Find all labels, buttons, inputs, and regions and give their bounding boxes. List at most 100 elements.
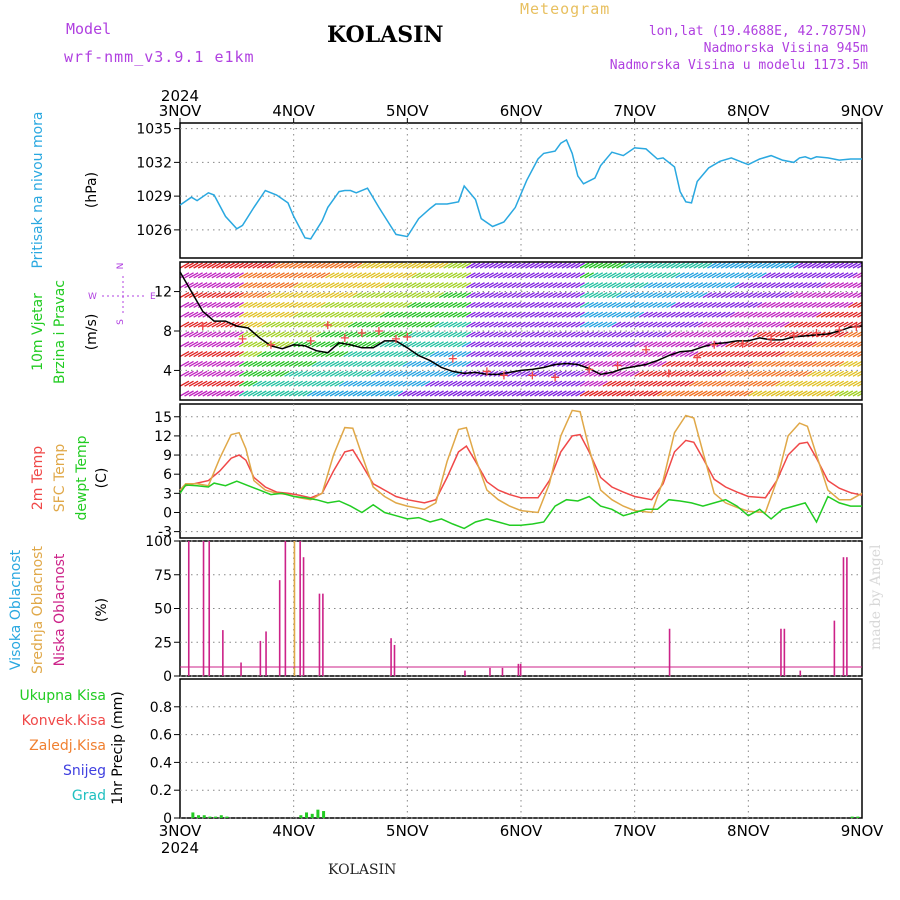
wind-barb [434,272,444,279]
wind-barb [357,282,367,289]
wind-barb [457,311,467,318]
wind-barb [370,390,381,397]
wind-barb [470,321,481,328]
wind-barb [679,262,690,269]
wind-barb [306,341,317,348]
wind-barb [407,360,417,368]
wind-barb [757,341,767,348]
wind-barb [729,282,740,289]
wind-barb [516,272,526,279]
wind-barb [443,272,454,279]
wind-barb [820,370,831,377]
wind-barb [738,291,749,299]
wind-barb [488,321,499,328]
wind-barb [247,272,258,279]
wind-barb [720,301,731,308]
wind-barb [425,272,435,279]
wind-barb [329,311,340,318]
wind-barb [588,360,599,368]
wind-barb [829,272,840,279]
wind-barb [793,321,804,328]
wind-barb [547,282,558,289]
wind-barb [784,360,795,368]
wind-barb [311,331,322,338]
wind-barb [352,311,363,318]
wind-barb [366,331,376,338]
wind-barb [425,282,435,289]
wind-barb [584,291,594,299]
wind-barb [825,291,835,299]
wind-barb [457,301,467,308]
wind-barb [297,370,308,377]
wind-barb [775,321,785,328]
wind-barb [279,331,290,338]
wind-barb [229,380,240,387]
wind-barb [793,380,804,387]
wind-barb [243,360,253,368]
wind-barb [734,301,745,308]
wind-barb [834,321,845,328]
wind-barb [734,272,745,279]
wind-barb [757,370,767,377]
wind-barb [538,360,549,368]
wind-barb [206,370,217,377]
wind-barb [584,380,594,387]
wind-barb [334,262,344,269]
wind-barb [407,370,417,377]
wind-barb [620,360,631,368]
wind-barb [329,380,340,387]
wind-barb [670,390,681,397]
wind-barb [352,360,363,368]
wind-barb [461,360,472,368]
wind-barb [688,301,699,308]
wind-barb [525,390,535,397]
wind-barb [457,390,467,397]
wind-barb [679,282,690,289]
wind-barb [306,321,317,328]
wind-barb [643,272,654,279]
wind-barb [593,380,604,387]
wind-barb [484,341,494,348]
wind-barb [634,301,644,308]
wind-barb [275,351,285,358]
wind-barb [793,351,804,358]
wind-barb [206,390,217,397]
wind-barb [788,341,799,348]
wind-barb [688,351,699,358]
wind-barb [407,321,417,328]
wind-barb [811,301,822,308]
wind-barb [234,272,244,279]
wind-barb [507,272,517,279]
wind-barb [843,341,854,348]
wind-barb [543,380,554,387]
wind-barb [206,291,217,299]
wind-barb [570,262,581,269]
pressure-ytick-label: 1035 [136,122,172,138]
clouds-bar [278,580,281,676]
wind-barb [457,360,467,368]
wind-barb [488,380,499,387]
wind-barb [238,331,249,338]
wind-barb [329,360,340,368]
wind-barb [811,291,822,299]
wind-barb [461,351,472,358]
wind-barb [843,282,854,289]
wind-barb [775,291,785,299]
wind-barb [297,321,308,328]
wind-barb [716,301,726,308]
wind-barb [834,291,845,299]
wind-barb [607,360,617,368]
wind-barb [302,272,313,279]
wind-barb [707,301,717,308]
wind-barb [675,272,685,279]
wind-barb [638,291,649,299]
wind-barb [325,360,335,368]
wind-barb [261,331,272,338]
wind-barb [206,321,217,328]
wind-barb [202,351,213,358]
wind-barb [438,262,449,269]
wind-barb [443,360,454,368]
wind-barb [520,282,531,289]
wind-barb [593,321,604,328]
wind-barb [775,380,785,387]
